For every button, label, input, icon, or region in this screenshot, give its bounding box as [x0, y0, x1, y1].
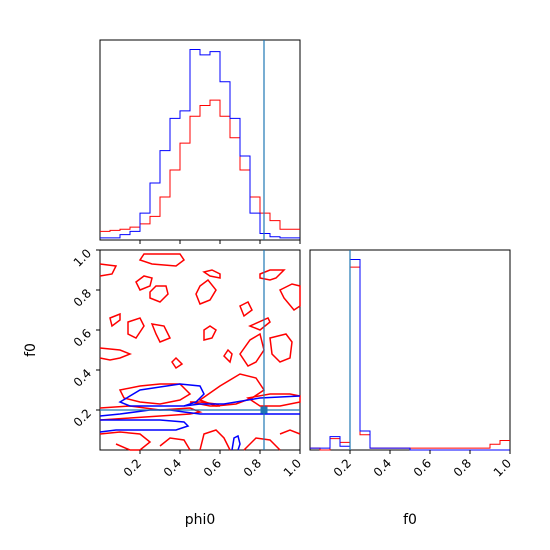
f0-xtick-label-0: 0.2 [331, 456, 354, 479]
contour-red-0 [99, 263, 118, 277]
f0-ytick-label-0: 0.2 [71, 406, 94, 429]
phi0-histogram-panel [99, 39, 301, 244]
contour-red-23 [246, 393, 301, 407]
contour-red-25 [159, 437, 191, 451]
phi0-xtick-label-4: 1.0 [281, 456, 304, 479]
f0-xtick-label-1: 0.4 [371, 456, 394, 479]
contour-red-15 [99, 347, 133, 361]
phi0-xtick-label-1: 0.4 [161, 456, 184, 479]
f0-xtick-label-2: 0.6 [411, 456, 434, 479]
f0-ytick-label-1: 0.4 [71, 366, 94, 389]
f0-histogram-red [310, 266, 510, 451]
f0-ytick-label-3: 0.8 [71, 286, 94, 309]
f0-xtick-label-4: 1.0 [491, 456, 514, 479]
contour-red-14 [269, 333, 293, 363]
f0-x-ticks: 0.2 0.4 0.6 0.8 1.0 [331, 450, 514, 480]
phi0-xtick-label-0: 0.2 [121, 456, 144, 479]
f0-x-axis-label: f0 [403, 512, 417, 528]
phi0-histogram-ticks [139, 240, 301, 244]
contour-blue-0 [99, 419, 190, 433]
contour-blue-1 [99, 409, 300, 417]
contour-red-19 [118, 383, 192, 405]
contour-blue-2 [118, 383, 205, 407]
contour-red-20 [198, 373, 266, 407]
contour-red-10 [127, 317, 145, 339]
contours-blue [99, 383, 301, 451]
contour-red-8 [278, 283, 301, 311]
f0-ytick-label-4: 1.0 [71, 246, 94, 269]
contour-red-17 [223, 348, 233, 364]
contour-blue-3 [183, 395, 301, 407]
contour-red-3 [135, 275, 153, 291]
contour-red-5 [195, 278, 217, 305]
contour-red-9 [109, 312, 121, 328]
phi0-histogram-frame [99, 39, 301, 241]
contours-red [99, 253, 301, 451]
f0-xtick-label-3: 0.8 [451, 456, 474, 479]
f0-y-ticks: 0.2 0.4 0.6 0.8 1.0 [71, 246, 100, 430]
contour-red-28 [279, 429, 301, 435]
contour-red-1 [138, 253, 186, 267]
phi0-f0-contour-panel: 0.2 0.4 0.6 0.8 1.0 0.2 0.4 0.6 0.8 1.0 [71, 246, 304, 479]
phi0-xtick-label-2: 0.6 [201, 456, 224, 479]
phi0-histogram-blue [100, 49, 300, 239]
contour-red-13 [248, 317, 271, 331]
f0-histogram-frame [309, 249, 511, 451]
contour-red-7 [259, 269, 286, 281]
phi0-x-ticks: 0.2 0.4 0.6 0.8 1.0 [121, 450, 304, 480]
f0-y-axis-label: f0 [23, 343, 39, 357]
f0-histogram-panel: 0.2 0.4 0.6 0.8 1.0 [309, 249, 514, 480]
contour-red-27 [243, 437, 281, 451]
contour-red-16 [171, 356, 184, 370]
f0-histogram-blue [310, 259, 510, 451]
phi0-axis-label: phi0 [185, 512, 216, 528]
f0-ytick-label-2: 0.6 [71, 326, 94, 349]
phi0-histogram-red [100, 99, 300, 232]
phi0-xtick-label-3: 0.8 [241, 456, 264, 479]
contour-red-26 [199, 429, 231, 451]
contour-red-18 [239, 332, 265, 367]
contour-red-4 [149, 285, 169, 303]
contour-red-12 [203, 325, 217, 341]
contour-red-21 [99, 405, 203, 421]
truth-marker [260, 406, 268, 414]
contour-blue-4 [231, 434, 241, 451]
contour-red-2 [202, 269, 221, 279]
contour-red-24 [99, 431, 152, 451]
contour-red-11 [150, 323, 172, 343]
contour-red-6 [239, 300, 253, 318]
